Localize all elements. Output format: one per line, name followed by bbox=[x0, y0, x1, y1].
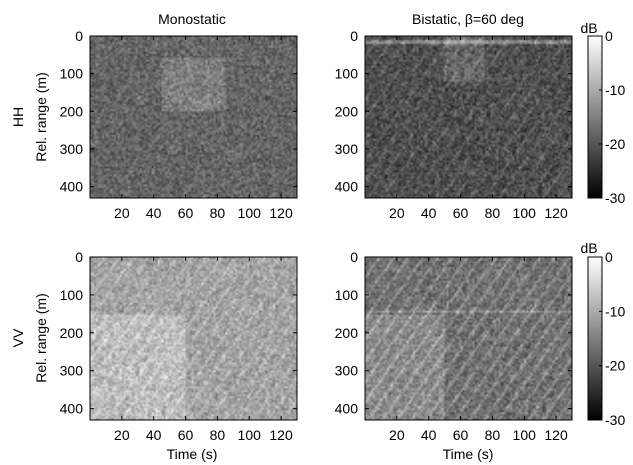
x-tick-label: 100 bbox=[238, 427, 262, 443]
heatmap-image bbox=[365, 36, 572, 198]
heatmap-image bbox=[365, 257, 572, 420]
y-axis-label-vv: Rel. range (m) bbox=[33, 293, 49, 382]
colorbar-tick-label: -10 bbox=[605, 303, 625, 319]
axis-ticks: 20 40 60 80 100 120 0 100 200 300 400 bbox=[335, 28, 572, 221]
y-tick-label: 300 bbox=[60, 141, 84, 157]
axis-ticks: 20 40 60 80 100 120 0 100 200 300 400 bbox=[60, 28, 297, 221]
colorbar-gradient bbox=[587, 256, 603, 421]
x-tick-label: 120 bbox=[544, 205, 568, 221]
panel-title-bistatic: Bistatic, β=60 deg bbox=[412, 11, 524, 27]
x-tick-label: 120 bbox=[269, 427, 293, 443]
y-tick-label: 0 bbox=[75, 28, 83, 44]
y-tick-label: 300 bbox=[60, 363, 84, 379]
y-tick-label: 0 bbox=[75, 249, 83, 265]
y-axis-label-hh: Rel. range (m) bbox=[33, 72, 49, 161]
x-tick-label: 80 bbox=[210, 427, 226, 443]
y-tick-label: 100 bbox=[60, 66, 84, 82]
x-tick-label: 60 bbox=[453, 427, 469, 443]
x-tick-label: 20 bbox=[114, 427, 130, 443]
colorbar-tick-label: -30 bbox=[605, 412, 625, 428]
heatmap-image bbox=[90, 36, 297, 198]
colorbar-tick-label: 0 bbox=[605, 249, 613, 265]
x-axis-label-right: Time (s) bbox=[443, 446, 494, 462]
x-tick-label: 40 bbox=[146, 205, 162, 221]
y-tick-label: 0 bbox=[350, 249, 358, 265]
colorbar-label: dB bbox=[580, 20, 597, 36]
y-tick-label: 200 bbox=[60, 325, 84, 341]
x-tick-label: 20 bbox=[114, 205, 130, 221]
x-tick-label: 80 bbox=[485, 205, 501, 221]
colorbar-tick-label: -20 bbox=[605, 358, 625, 374]
heatmap-image bbox=[90, 257, 297, 420]
panel-hh-bistatic: 20 40 60 80 100 120 0 100 200 300 400 bbox=[335, 28, 573, 221]
x-tick-label: 120 bbox=[269, 205, 293, 221]
y-tick-label: 300 bbox=[335, 363, 359, 379]
x-tick-label: 60 bbox=[178, 427, 194, 443]
colorbar-ticks: 0 -10 -20 -30 bbox=[599, 249, 625, 428]
colorbar-ticks: 0 -10 -20 -30 bbox=[599, 28, 625, 206]
y-tick-label: 100 bbox=[335, 287, 359, 303]
panel-hh-monostatic: 20 40 60 80 100 120 0 100 200 300 400 bbox=[60, 28, 298, 221]
x-tick-label: 80 bbox=[485, 427, 501, 443]
x-tick-label: 60 bbox=[178, 205, 194, 221]
x-tick-label: 20 bbox=[389, 205, 405, 221]
y-tick-label: 100 bbox=[60, 287, 84, 303]
y-tick-label: 100 bbox=[335, 66, 359, 82]
x-tick-label: 40 bbox=[146, 427, 162, 443]
axis-ticks: 20 40 60 80 100 120 0 100 200 300 400 bbox=[60, 249, 297, 443]
panel-vv-monostatic: 20 40 60 80 100 120 0 100 200 300 400 bbox=[60, 249, 298, 443]
y-tick-label: 300 bbox=[335, 141, 359, 157]
y-tick-label: 200 bbox=[335, 325, 359, 341]
plot-frame bbox=[89, 256, 298, 421]
y-tick-label: 200 bbox=[60, 103, 84, 119]
colorbar-tick-label: -20 bbox=[605, 136, 625, 152]
x-tick-label: 80 bbox=[210, 205, 226, 221]
colorbar-bottom: dB 0 -10 -20 -30 bbox=[580, 240, 625, 428]
panel-vv-bistatic: 20 40 60 80 100 120 0 100 200 300 400 bbox=[335, 249, 573, 443]
row-label-vv: VV bbox=[10, 328, 26, 347]
colorbar-tick-label: -10 bbox=[605, 82, 625, 98]
y-tick-label: 400 bbox=[335, 179, 359, 195]
plot-frame bbox=[89, 35, 298, 199]
colorbar-gradient bbox=[587, 35, 603, 199]
colorbar-label: dB bbox=[580, 240, 597, 256]
row-label-hh: HH bbox=[10, 107, 26, 127]
x-tick-label: 60 bbox=[453, 205, 469, 221]
colorbar-tick-label: -30 bbox=[605, 190, 625, 206]
panel-title-monostatic: Monostatic bbox=[158, 11, 226, 27]
x-tick-label: 20 bbox=[389, 427, 405, 443]
x-axis-label-left: Time (s) bbox=[167, 446, 218, 462]
y-tick-label: 400 bbox=[60, 401, 84, 417]
x-tick-label: 120 bbox=[544, 427, 568, 443]
y-tick-label: 400 bbox=[335, 401, 359, 417]
axis-ticks: 20 40 60 80 100 120 0 100 200 300 400 bbox=[335, 249, 572, 443]
y-tick-label: 400 bbox=[60, 179, 84, 195]
x-tick-label: 100 bbox=[513, 205, 537, 221]
plot-frame bbox=[364, 256, 573, 421]
x-tick-label: 40 bbox=[421, 205, 437, 221]
y-tick-label: 200 bbox=[335, 103, 359, 119]
plot-frame bbox=[364, 35, 573, 199]
colorbar-tick-label: 0 bbox=[605, 28, 613, 44]
x-tick-label: 100 bbox=[513, 427, 537, 443]
y-tick-label: 0 bbox=[350, 28, 358, 44]
colorbar-top: dB 0 -10 -20 -30 bbox=[580, 20, 625, 206]
x-tick-label: 100 bbox=[238, 205, 262, 221]
x-tick-label: 40 bbox=[421, 427, 437, 443]
